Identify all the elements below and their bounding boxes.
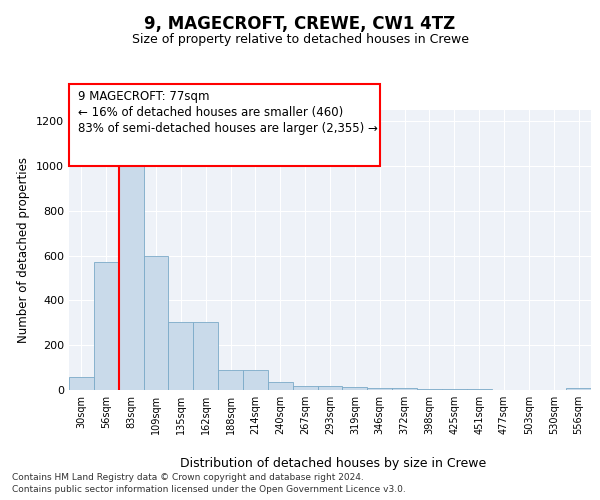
Text: Contains HM Land Registry data © Crown copyright and database right 2024.: Contains HM Land Registry data © Crown c… <box>12 474 364 482</box>
Bar <box>566 388 591 390</box>
Bar <box>343 386 367 390</box>
Bar <box>317 386 343 390</box>
Text: Contains public sector information licensed under the Open Government Licence v3: Contains public sector information licen… <box>12 484 406 494</box>
Text: 9, MAGECROFT, CREWE, CW1 4TZ: 9, MAGECROFT, CREWE, CW1 4TZ <box>145 15 455 33</box>
Text: Size of property relative to detached houses in Crewe: Size of property relative to detached ho… <box>131 32 469 46</box>
Bar <box>243 370 268 390</box>
Bar <box>442 389 467 390</box>
Text: 83% of semi-detached houses are larger (2,355) →: 83% of semi-detached houses are larger (… <box>78 122 378 136</box>
Text: ← 16% of detached houses are smaller (460): ← 16% of detached houses are smaller (46… <box>78 106 343 120</box>
Bar <box>417 389 442 390</box>
Bar <box>293 386 317 390</box>
Bar <box>119 166 143 390</box>
Bar <box>69 376 94 390</box>
Bar <box>94 262 119 390</box>
Bar <box>218 370 243 390</box>
Bar <box>392 388 417 390</box>
Bar <box>193 322 218 390</box>
Text: Distribution of detached houses by size in Crewe: Distribution of detached houses by size … <box>180 458 486 470</box>
Bar <box>169 322 193 390</box>
Bar <box>143 256 169 390</box>
Text: 9 MAGECROFT: 77sqm: 9 MAGECROFT: 77sqm <box>78 90 209 104</box>
Bar <box>268 382 293 390</box>
Bar <box>367 388 392 390</box>
Y-axis label: Number of detached properties: Number of detached properties <box>17 157 31 343</box>
